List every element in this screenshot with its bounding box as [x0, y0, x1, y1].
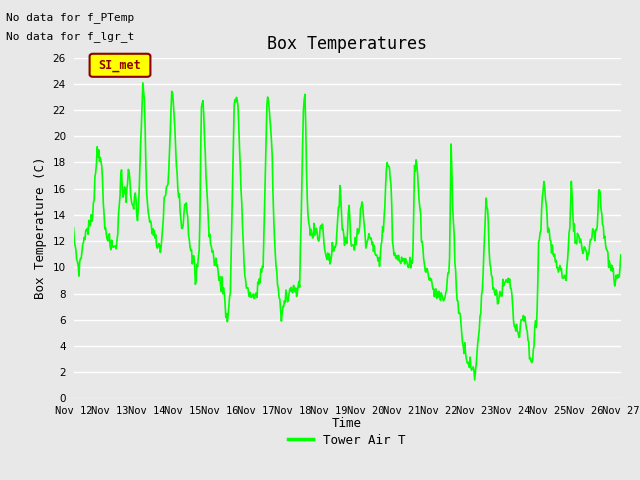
Legend: Tower Air T: Tower Air T	[284, 429, 411, 452]
Text: No data for f_PTemp: No data for f_PTemp	[6, 12, 134, 23]
Text: No data for f_lgr_t: No data for f_lgr_t	[6, 31, 134, 42]
X-axis label: Time: Time	[332, 418, 362, 431]
Y-axis label: Box Temperature (C): Box Temperature (C)	[34, 157, 47, 299]
Title: Box Temperatures: Box Temperatures	[268, 35, 428, 53]
Text: SI_met: SI_met	[99, 59, 141, 72]
